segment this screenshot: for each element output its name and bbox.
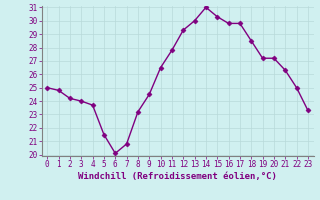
X-axis label: Windchill (Refroidissement éolien,°C): Windchill (Refroidissement éolien,°C) (78, 172, 277, 181)
